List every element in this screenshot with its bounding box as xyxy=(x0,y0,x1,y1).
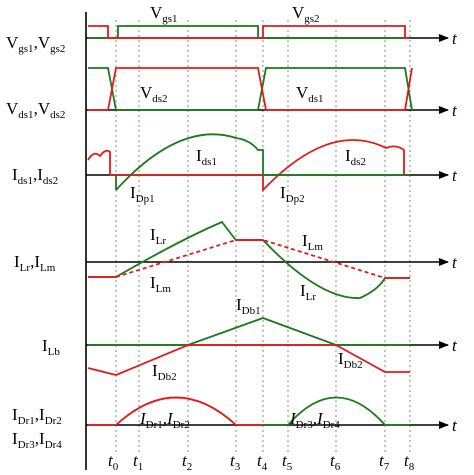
anno-ids2: Ids2 xyxy=(345,146,366,168)
anno-idp2: IDp2 xyxy=(280,183,305,205)
idr34-trace xyxy=(263,396,410,426)
row-idr-waveforms xyxy=(88,396,410,426)
ids1-trace xyxy=(115,133,410,191)
annotations: Vgs1 Vgs2 Vds2 Vds1 Ids1 Ids2 IDp1 IDp2 … xyxy=(130,3,366,431)
anno-ilr-b: ILr xyxy=(300,281,316,303)
row-label-ilb: ILb xyxy=(42,336,60,358)
time-label-t6: t6 xyxy=(330,451,341,473)
axis-t-label: t xyxy=(452,416,458,435)
row-label-idr12: IDr1,IDr2 xyxy=(12,405,62,427)
anno-ilm-b: ILm xyxy=(302,231,323,253)
anno-ilm-a: ILm xyxy=(150,273,171,295)
anno-idb2-b: IDb2 xyxy=(338,349,363,371)
time-label-t7: t7 xyxy=(379,451,390,473)
vgs1-trace xyxy=(88,25,410,39)
row-ilr-waveforms xyxy=(88,220,410,299)
time-label-t8: t8 xyxy=(404,451,415,473)
time-label-t4: t4 xyxy=(257,451,268,473)
row-label-vds: Vds1,Vds2 xyxy=(6,99,65,121)
time-label-t1: t1 xyxy=(133,451,143,473)
row-label-ilr: ILr,ILm xyxy=(14,252,56,274)
anno-idr34: IDr3,IDr4 xyxy=(289,409,340,431)
axis-t-label: t xyxy=(452,166,458,185)
row-label-idr34: IDr3,IDr4 xyxy=(12,429,62,451)
vds2-trace xyxy=(88,67,413,111)
anno-vds2: Vds2 xyxy=(140,83,168,105)
axis-t-label: t xyxy=(452,101,458,120)
vds1-trace xyxy=(88,67,413,111)
anno-vds1: Vds1 xyxy=(296,83,324,105)
time-label-t3: t3 xyxy=(230,451,241,473)
axis-t-labels: t t t t t t xyxy=(452,29,458,435)
ilm-solid xyxy=(88,239,410,279)
axis-t-label: t xyxy=(452,29,458,48)
time-label-t2: t2 xyxy=(182,451,192,473)
idr12-trace xyxy=(88,396,263,426)
idb1-trace xyxy=(88,317,410,346)
axis-t-label: t xyxy=(452,253,458,272)
row-label-ids: Ids1,Ids2 xyxy=(12,165,58,187)
anno-idb2-a: IDb2 xyxy=(152,361,177,383)
row-ilb-waveforms xyxy=(87,317,410,376)
anno-idr12: IDr1,IDr2 xyxy=(139,409,190,431)
anno-idb1: IDb1 xyxy=(236,295,261,317)
row-vgs-waveforms xyxy=(88,25,410,39)
row-labels: Vgs1,Vgs2 Vds1,Vds2 Ids1,Ids2 ILr,ILm IL… xyxy=(6,33,65,451)
anno-ilr-a: ILr xyxy=(150,225,166,247)
row-ids-waveforms xyxy=(87,133,410,193)
time-label-t5: t5 xyxy=(282,451,293,473)
anno-idp1: IDp1 xyxy=(130,183,155,205)
ilr-trace xyxy=(88,220,410,299)
time-label-t0: t0 xyxy=(108,451,119,473)
anno-vgs1: Vgs1 xyxy=(150,3,178,25)
idb2-trace xyxy=(87,344,410,376)
ids2-trace xyxy=(87,139,410,193)
axis-t-label: t xyxy=(452,336,458,355)
time-labels: t0 t1 t2 t3 t4 t5 t6 t7 t8 xyxy=(108,451,415,473)
row-label-vgs: Vgs1,Vgs2 xyxy=(6,33,65,55)
anno-ids1: Ids1 xyxy=(196,146,217,168)
row-vds-waveforms xyxy=(88,67,413,111)
anno-vgs2: Vgs2 xyxy=(292,3,320,25)
vgs2-trace xyxy=(88,25,410,39)
